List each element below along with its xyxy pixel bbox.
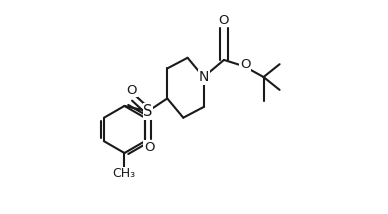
Text: O: O	[219, 14, 229, 27]
Text: O: O	[144, 141, 154, 154]
Text: O: O	[127, 84, 137, 97]
Text: N: N	[198, 70, 209, 84]
Text: O: O	[240, 58, 251, 71]
Text: CH₃: CH₃	[112, 167, 135, 180]
Text: S: S	[143, 104, 152, 119]
